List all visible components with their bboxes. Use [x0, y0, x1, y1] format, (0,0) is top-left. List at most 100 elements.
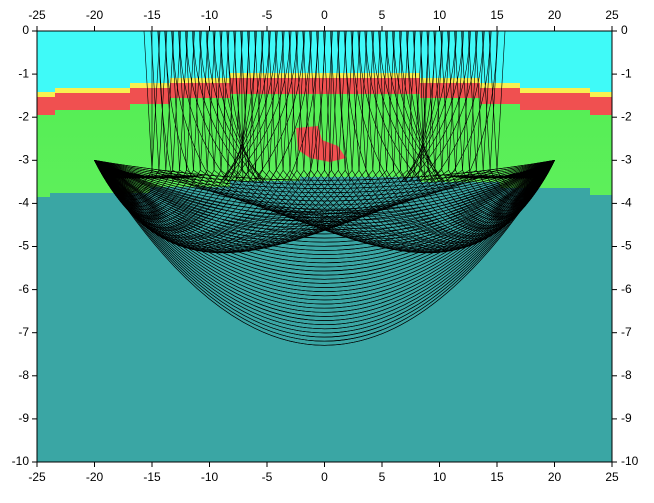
ray: [94, 160, 555, 333]
x-tick-label: 0: [321, 8, 328, 22]
ray: [413, 31, 433, 182]
ray: [94, 160, 555, 226]
y-tick-label: 0: [621, 23, 628, 37]
x-tick-label: 20: [548, 8, 562, 22]
y-tick-label: -5: [621, 239, 632, 253]
ray: [94, 160, 555, 288]
ray: [143, 31, 555, 211]
ray: [223, 31, 284, 183]
ray: [94, 31, 457, 233]
x-tick-label: 5: [379, 470, 386, 484]
y-tick-label: -9: [621, 411, 632, 425]
ray: [94, 31, 485, 222]
y-tick-label: 0: [22, 23, 29, 37]
x-tick-label: -5: [262, 470, 273, 484]
ray: [94, 160, 555, 284]
ray: [94, 160, 555, 268]
x-tick-label: -15: [143, 470, 161, 484]
ray: [186, 31, 243, 183]
ray: [94, 31, 492, 219]
ray: [227, 31, 258, 182]
y-tick-label: -1: [621, 66, 632, 80]
y-tick-label: -8: [621, 368, 632, 382]
y-tick-label: -5: [18, 239, 29, 253]
ray: [344, 31, 371, 182]
ray: [94, 160, 555, 193]
ray: [409, 31, 470, 183]
x-tick-label: 20: [548, 470, 562, 484]
ray: [94, 160, 555, 301]
ray: [228, 31, 256, 182]
ray: [172, 31, 213, 183]
ray: [94, 160, 555, 239]
ray: [206, 31, 264, 183]
ray: [403, 31, 463, 183]
ray: [94, 160, 555, 243]
x-tick-label: 15: [490, 8, 504, 22]
x-tick-label: -25: [28, 8, 46, 22]
ray: [420, 31, 426, 182]
ray: [94, 31, 382, 252]
x-tick-label: -20: [86, 8, 104, 22]
y-tick-label: -4: [18, 196, 29, 210]
ray: [252, 31, 305, 183]
ray: [307, 31, 325, 182]
ray: [213, 31, 265, 183]
ray: [94, 160, 555, 305]
ray: [220, 31, 277, 183]
y-tick-label: -4: [621, 196, 632, 210]
x-tick-label: 10: [433, 470, 447, 484]
ray: [328, 31, 332, 182]
ray: [268, 31, 311, 183]
y-tick-label: -3: [18, 152, 29, 166]
ray: [94, 160, 555, 218]
x-tick-label: 10: [433, 8, 447, 22]
ray: [94, 160, 555, 255]
x-tick-label: -25: [28, 470, 46, 484]
ray: [94, 160, 555, 259]
ray: [94, 160, 555, 317]
ray: [358, 31, 407, 183]
ray: [230, 31, 291, 183]
rays: [94, 31, 555, 346]
ray: [150, 31, 555, 215]
ray: [94, 160, 555, 342]
ray: [94, 160, 555, 325]
ray: [94, 160, 555, 313]
ray: [94, 160, 555, 189]
ray: [94, 160, 555, 292]
ray: [94, 160, 555, 210]
y-tick-label: -10: [12, 454, 30, 468]
y-tick-label: -2: [621, 109, 632, 123]
ray: [407, 31, 439, 182]
ray: [94, 160, 555, 222]
ray: [351, 31, 390, 183]
x-tick-label: 25: [605, 8, 619, 22]
ray: [94, 160, 555, 202]
ray: [94, 160, 555, 297]
ray: [94, 160, 555, 329]
y-tick-label: -9: [18, 411, 29, 425]
ray: [94, 160, 555, 338]
y-tick-label: -6: [18, 282, 29, 296]
ray: [267, 31, 555, 252]
ray: [94, 31, 444, 238]
ray: [400, 31, 444, 183]
ray: [220, 31, 270, 183]
ray: [94, 160, 555, 272]
ray: [365, 31, 422, 183]
x-tick-label: 0: [321, 470, 328, 484]
ray: [94, 160, 555, 247]
ray: [235, 31, 249, 182]
x-tick-label: 25: [605, 470, 619, 484]
ray: [94, 160, 555, 321]
ray: [94, 160, 555, 235]
ray: [372, 31, 433, 183]
x-tick-label: -10: [201, 470, 219, 484]
ray: [94, 160, 555, 230]
y-tick-label: -6: [621, 282, 632, 296]
x-tick-label: -15: [143, 8, 161, 22]
ray: [158, 31, 174, 182]
ray: [165, 31, 194, 182]
